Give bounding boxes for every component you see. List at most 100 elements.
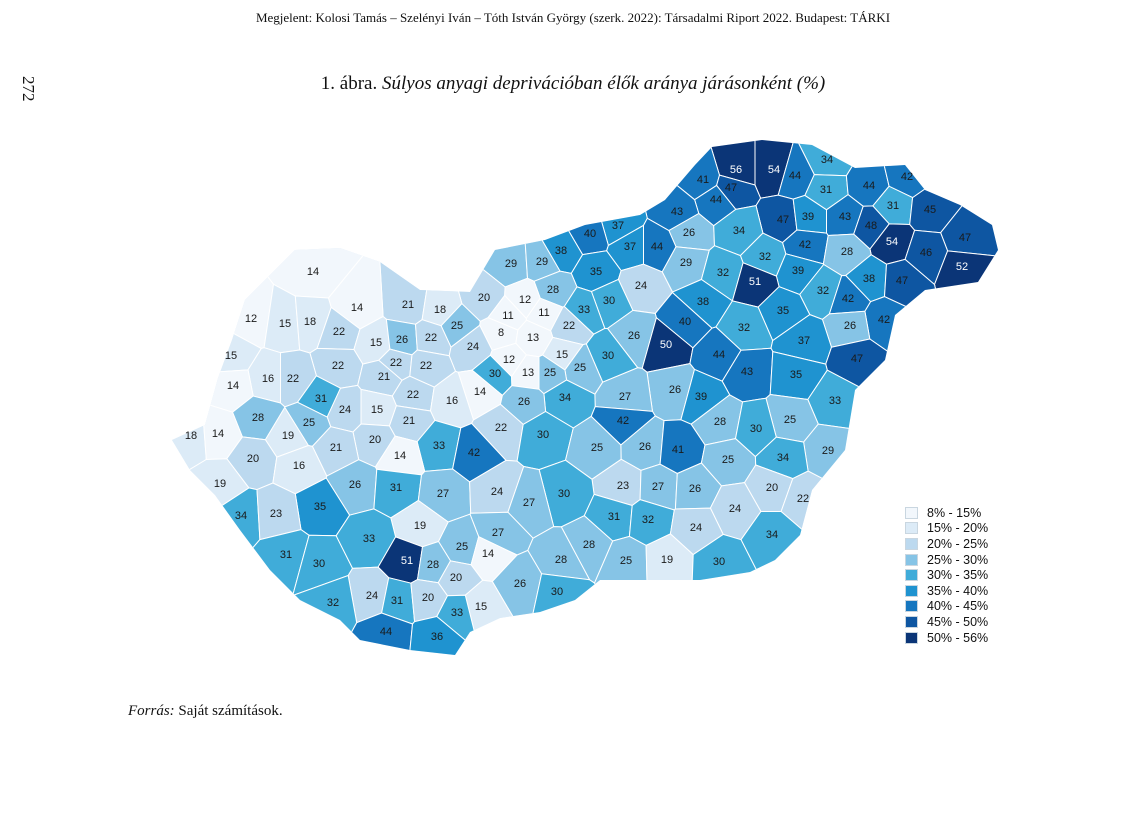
district-value-label: 22 <box>332 360 344 372</box>
district-value-label: 29 <box>505 258 517 270</box>
district-value-label: 20 <box>422 592 434 604</box>
district-area <box>632 140 721 201</box>
district-value-label: 33 <box>363 533 375 545</box>
legend-swatch <box>905 537 918 550</box>
district-value-label: 21 <box>378 371 390 383</box>
district-value-label: 51 <box>749 276 761 288</box>
district-value-label: 24 <box>729 503 741 515</box>
district-value-label: 38 <box>555 245 567 257</box>
district-value-label: 30 <box>713 556 725 568</box>
district-value-label: 25 <box>574 362 586 374</box>
district-value-label: 43 <box>671 206 683 218</box>
legend-label: 40% - 45% <box>927 599 989 614</box>
district-value-label: 28 <box>714 416 726 428</box>
district-value-label: 22 <box>425 332 437 344</box>
legend-swatch <box>905 615 918 628</box>
district-value-label: 31 <box>280 549 292 561</box>
legend-swatch <box>905 553 918 566</box>
district-value-label: 26 <box>683 227 695 239</box>
district-value-label: 34 <box>777 452 789 464</box>
legend-swatch <box>905 631 918 644</box>
district-value-label: 50 <box>660 339 672 351</box>
source-label: Forrás: <box>128 703 175 719</box>
district-value-label: 41 <box>697 174 709 186</box>
district-value-label: 32 <box>642 514 654 526</box>
district-value-label: 30 <box>313 558 325 570</box>
district-area <box>262 574 358 655</box>
district-value-label: 39 <box>802 211 814 223</box>
legend-swatch <box>905 600 918 613</box>
district-value-label: 28 <box>252 412 264 424</box>
district-area <box>780 470 874 570</box>
district-value-label: 20 <box>450 572 462 584</box>
district-value-label: 34 <box>733 225 745 237</box>
district-area <box>874 140 978 199</box>
district-value-label: 25 <box>544 367 556 379</box>
district-value-label: 32 <box>759 251 771 263</box>
district-value-label: 31 <box>887 200 899 212</box>
district-value-label: 26 <box>349 479 361 491</box>
district-value-label: 32 <box>717 267 729 279</box>
district-value-label: 22 <box>563 320 575 332</box>
district-value-label: 46 <box>920 247 932 259</box>
district-value-label: 30 <box>558 488 570 500</box>
district-value-label: 31 <box>608 511 620 523</box>
district-value-label: 22 <box>420 360 432 372</box>
district-value-label: 19 <box>214 478 226 490</box>
district-value-label: 29 <box>536 256 548 268</box>
district-value-label: 25 <box>451 320 463 332</box>
district-value-label: 15 <box>475 601 487 613</box>
district-value-label: 24 <box>339 404 351 416</box>
district-area <box>215 529 310 626</box>
district-value-label: 13 <box>522 367 534 379</box>
district-area <box>933 250 998 338</box>
legend-swatch <box>905 584 918 597</box>
district-value-label: 31 <box>390 482 402 494</box>
district-value-label: 20 <box>478 292 490 304</box>
district-value-label: 38 <box>697 296 709 308</box>
district-value-label: 32 <box>327 597 339 609</box>
district-value-label: 25 <box>456 541 468 553</box>
district-value-label: 28 <box>555 554 567 566</box>
district-value-label: 18 <box>185 430 197 442</box>
district-value-label: 39 <box>695 391 707 403</box>
district-value-label: 26 <box>628 330 640 342</box>
district-value-label: 24 <box>690 522 702 534</box>
district-value-label: 25 <box>591 442 603 454</box>
district-value-label: 18 <box>304 316 316 328</box>
district-value-label: 21 <box>403 415 415 427</box>
district-value-label: 33 <box>829 395 841 407</box>
district-value-label: 23 <box>270 508 282 520</box>
district-value-label: 12 <box>245 313 257 325</box>
legend-item: 8% - 15% <box>905 505 988 521</box>
district-value-label: 30 <box>537 429 549 441</box>
source-note: Forrás: Saját számítások. <box>128 703 283 720</box>
district-value-label: 52 <box>956 261 968 273</box>
district-value-label: 24 <box>366 590 378 602</box>
district-value-label: 39 <box>792 265 804 277</box>
district-value-label: 28 <box>841 246 853 258</box>
district-value-label: 22 <box>390 357 402 369</box>
legend-swatch <box>905 506 918 519</box>
district-value-label: 33 <box>433 440 445 452</box>
district-value-label: 37 <box>612 220 624 232</box>
district-value-label: 26 <box>518 396 530 408</box>
district-value-label: 36 <box>431 631 443 643</box>
legend-label: 15% - 20% <box>927 521 989 536</box>
district-area <box>180 248 275 350</box>
district-area <box>172 487 261 587</box>
district-value-label: 35 <box>790 369 802 381</box>
district-value-label: 43 <box>839 211 851 223</box>
page-header: Megjelent: Kolosi Tamás – Szelényi Iván … <box>255 10 891 25</box>
district-value-label: 32 <box>738 322 750 334</box>
legend-item: 30% - 35% <box>905 567 988 583</box>
district-value-label: 34 <box>235 510 247 522</box>
district-value-label: 25 <box>303 417 315 429</box>
district-value-label: 47 <box>959 232 971 244</box>
district-value-label: 20 <box>247 453 259 465</box>
map-legend: 8% - 15% 15% - 20% 20% - 25% 25% - 30% 30% -… <box>905 505 988 645</box>
district-value-label: 15 <box>225 350 237 362</box>
district-value-label: 40 <box>679 316 691 328</box>
district-value-label: 33 <box>451 607 463 619</box>
figure-title: 1. ábra. Súlyos anyagi deprivációban élő… <box>0 73 1146 95</box>
